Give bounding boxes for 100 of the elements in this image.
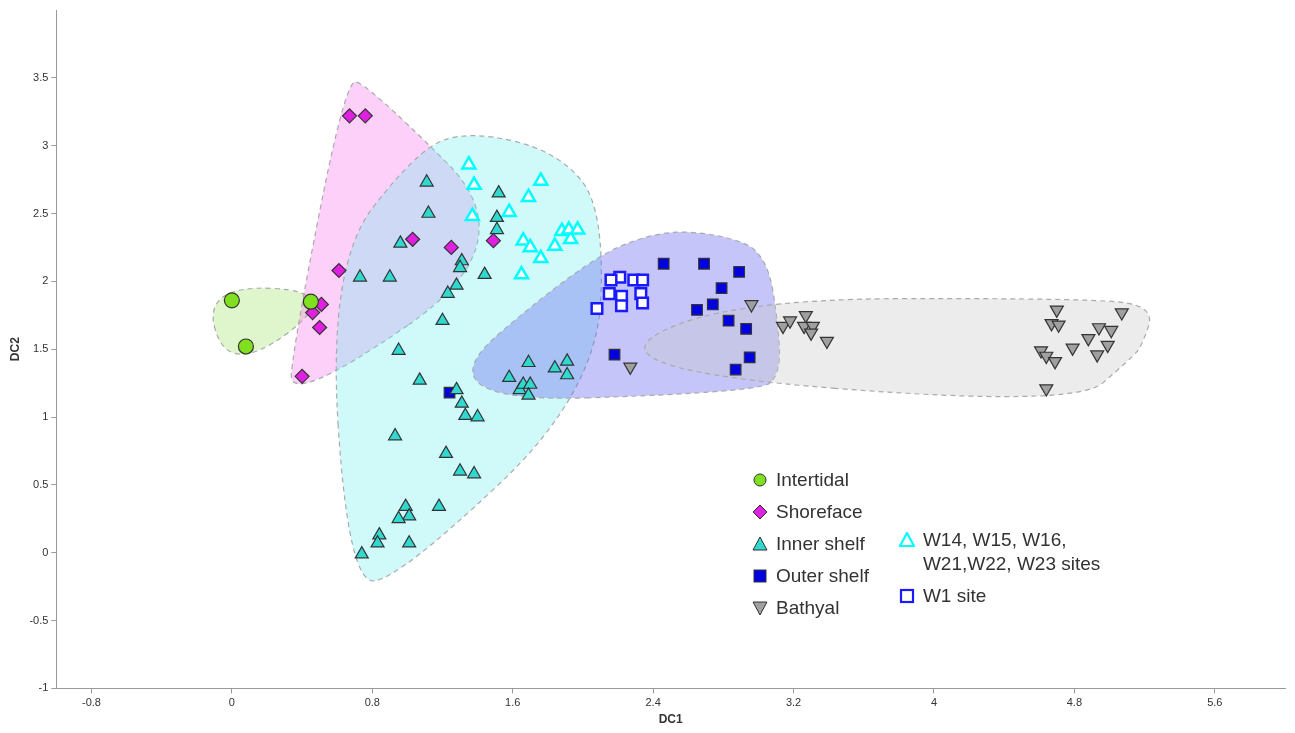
point	[467, 465, 482, 479]
point	[391, 342, 406, 355]
point	[515, 231, 531, 246]
point	[398, 498, 413, 511]
x-tick-label: 1.6	[505, 696, 521, 709]
y-tick-label: 3	[42, 138, 49, 151]
legend-label: W14, W15, W16, W21,W22, W23 sites	[922, 528, 1102, 576]
point	[421, 205, 436, 218]
point	[521, 387, 536, 400]
point	[722, 314, 735, 327]
point	[357, 108, 373, 124]
point	[223, 292, 240, 309]
legend-label: Shoreface	[776, 500, 863, 524]
x-tick-label: 0	[228, 696, 235, 709]
point	[636, 296, 650, 310]
x-tick-label: 4	[930, 696, 938, 709]
x-tick-label: 4.8	[1066, 696, 1083, 709]
legend-label: Bathyal	[776, 596, 840, 620]
point	[502, 369, 517, 383]
point	[743, 351, 756, 364]
point	[431, 498, 447, 511]
point	[614, 299, 629, 313]
point	[657, 257, 670, 270]
legend-label: W1 site	[922, 584, 987, 608]
point	[560, 366, 575, 380]
point	[438, 445, 454, 459]
x-tick-label: 2.4	[645, 696, 661, 709]
point	[412, 372, 427, 385]
point	[560, 353, 575, 366]
point	[449, 381, 464, 395]
point	[294, 368, 310, 384]
point	[470, 408, 485, 422]
point	[458, 407, 473, 421]
point	[331, 262, 347, 279]
point	[312, 319, 328, 336]
point	[513, 265, 530, 280]
x-tick-label: 0.8	[364, 696, 380, 709]
point	[461, 155, 477, 170]
y-tick-label: 0.5	[33, 477, 49, 490]
point	[443, 239, 459, 256]
point	[477, 266, 492, 279]
point	[706, 298, 719, 311]
y-axis-title: DC2	[7, 336, 22, 362]
point	[352, 269, 368, 282]
point	[402, 507, 417, 521]
y-tick-label: 3.5	[33, 70, 49, 83]
x-tick-label: 3.2	[785, 696, 802, 709]
point	[454, 395, 469, 408]
point	[522, 238, 539, 253]
x-tick-label: -0.8	[81, 696, 101, 709]
legend-label: Inner shelf	[776, 532, 865, 556]
point	[449, 277, 464, 290]
point	[608, 348, 621, 361]
point	[604, 273, 618, 287]
point	[698, 257, 710, 270]
point	[729, 363, 742, 376]
point	[733, 265, 746, 278]
point	[547, 360, 562, 373]
y-tick-label: -1	[38, 681, 49, 694]
point	[382, 269, 397, 282]
point	[533, 249, 549, 264]
legend-label: Outer shelf	[776, 564, 869, 588]
point	[740, 322, 753, 335]
point	[440, 285, 455, 298]
x-tick-label: 5.6	[1207, 696, 1223, 709]
point	[391, 510, 406, 524]
point	[393, 235, 408, 248]
point	[370, 535, 385, 548]
point	[489, 209, 505, 222]
y-tick-label: 0	[42, 545, 49, 558]
point	[715, 282, 728, 295]
point	[491, 185, 506, 198]
point	[691, 303, 703, 316]
y-tick-label: 2	[42, 274, 49, 287]
point	[485, 233, 501, 249]
point	[523, 376, 538, 389]
point	[547, 237, 563, 252]
point	[452, 463, 468, 476]
point	[464, 207, 481, 222]
point	[237, 338, 255, 355]
y-tick-label: 1.5	[33, 342, 49, 355]
point	[405, 231, 421, 247]
point	[602, 287, 616, 301]
point	[388, 427, 403, 441]
point	[341, 108, 358, 124]
point	[636, 273, 650, 287]
y-tick-label: 2.5	[33, 206, 49, 219]
y-tick-label: -0.5	[29, 613, 49, 626]
point	[435, 312, 450, 326]
point	[452, 259, 468, 273]
point	[354, 545, 369, 559]
point	[590, 301, 604, 316]
point	[521, 354, 536, 368]
point	[402, 535, 417, 548]
legend-label: Intertidal	[776, 468, 849, 492]
y-tick-label: 1	[42, 410, 49, 423]
point	[419, 174, 434, 187]
point	[302, 293, 319, 310]
point	[501, 203, 517, 218]
point	[489, 221, 505, 235]
